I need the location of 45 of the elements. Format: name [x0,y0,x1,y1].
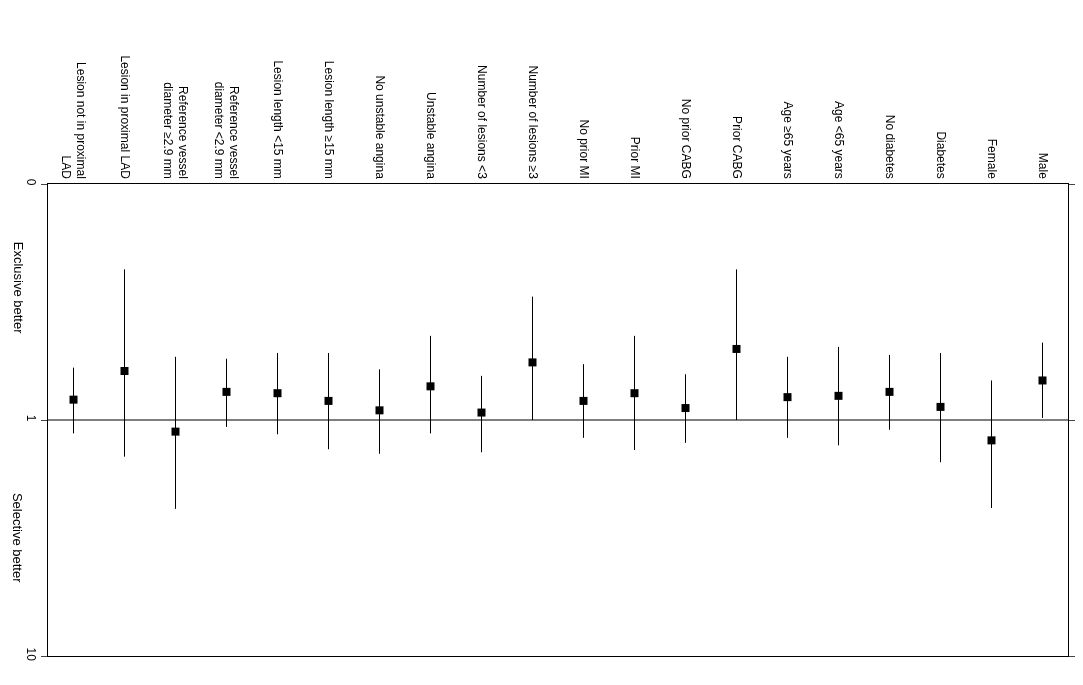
x-tick-label: No prior MI [576,119,591,179]
point [324,396,333,405]
x-tick-label: No diabetes [882,114,897,179]
x-tick-label: No unstable angina [372,75,387,180]
point [681,404,690,413]
point [222,387,231,396]
x-tick-label: Prior MI [627,136,642,179]
x-tick-label: Lesion not in proximal LAD [58,62,89,180]
point [273,389,282,398]
text: Selective better [10,492,26,584]
x-tick-label: Female [984,138,999,180]
point [885,387,894,396]
x-tick-label: Diabetes [933,131,948,179]
x-tick-label: Age <65 years [831,101,846,179]
x-tick-label: No prior CABG [678,98,693,179]
point [69,395,78,404]
point [477,408,486,417]
point [375,406,384,415]
point [171,427,180,436]
x-tick-label: Male [1035,152,1050,180]
point [783,393,792,402]
point [579,396,588,405]
x-tick-label: Unstable angina [423,92,438,180]
point [1038,376,1047,385]
x-tick-label: Prior CABG [729,116,744,179]
point [630,389,639,398]
point [120,367,129,375]
y-tick-label: 0 [23,178,38,186]
y-tick-label: 1 [23,414,38,422]
point [528,358,537,367]
y-tick-label: 10 [23,647,38,662]
point [987,436,996,445]
point [936,402,945,411]
x-tick-label: Lesion length <15 mm [270,60,285,179]
x-tick-label: Lesion in proximal LAD [117,55,132,180]
x-tick-label: Lesion length ≥15 mm [321,60,336,179]
point [732,344,741,353]
x-tick-label: Number of lesions <3 [474,65,489,180]
point [426,382,435,391]
text: Exclusive better [10,241,26,335]
x-tick-label: Age ≥65 years [780,101,795,179]
x-tick-label: Reference vessel diameter <2.9 mm [211,81,242,179]
point [834,391,843,400]
x-tick-label: Number of lesions ≥3 [525,65,540,180]
x-tick-label: Reference vessel diameter ≥2.9 mm [160,82,191,179]
